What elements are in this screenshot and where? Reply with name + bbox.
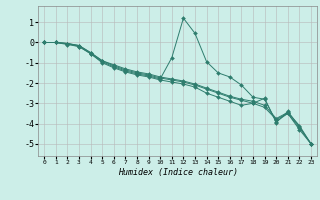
X-axis label: Humidex (Indice chaleur): Humidex (Indice chaleur): [118, 168, 238, 177]
